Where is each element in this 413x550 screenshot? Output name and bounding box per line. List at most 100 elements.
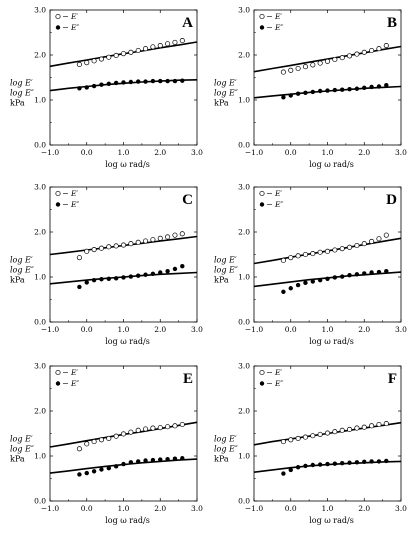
- y-tick-label: 2.0: [238, 51, 250, 60]
- data-point-edoubleprime: [384, 268, 389, 274]
- legend-filled-marker: [259, 202, 265, 207]
- data-point-eprime: [376, 46, 382, 52]
- panel-letter: D: [386, 192, 397, 208]
- data-point-edoubleprime: [354, 272, 360, 277]
- x-tick-label: 2.0: [154, 504, 166, 513]
- data-point-edoubleprime: [384, 458, 389, 464]
- data-point-eprime: [332, 429, 338, 435]
- data-point-edoubleprime: [362, 271, 367, 276]
- data-point-eprime: [143, 46, 149, 52]
- data-point-edoubleprime: [150, 78, 156, 84]
- data-point-edoubleprime: [180, 456, 185, 461]
- data-point-edoubleprime: [172, 266, 178, 272]
- x-axis-label: log ω rad/s: [309, 337, 354, 346]
- data-point-eprime: [302, 64, 309, 70]
- data-point-eprime: [376, 236, 382, 242]
- data-point-eprime: [106, 54, 112, 60]
- y-axis-label: log E′: [214, 79, 237, 88]
- x-tick-label: −1.0: [41, 325, 59, 334]
- legend-label: E″: [274, 379, 283, 388]
- y-axis-label: log E″: [10, 445, 34, 454]
- legend-open-marker: [55, 13, 61, 20]
- data-point-eprime: [280, 439, 286, 445]
- data-point-edoubleprime: [325, 461, 330, 467]
- data-point-eprime: [157, 235, 163, 241]
- data-point-eprime: [172, 423, 178, 429]
- data-point-edoubleprime: [303, 463, 308, 469]
- data-point-eprime: [288, 255, 294, 261]
- data-point-eprime: [317, 431, 323, 437]
- data-point-edoubleprime: [317, 88, 323, 94]
- data-point-eprime: [383, 232, 389, 238]
- data-point-eprime: [179, 231, 185, 237]
- y-axis-label: log E″: [214, 445, 238, 454]
- data-point-eprime: [98, 437, 105, 443]
- panel-letter: E: [183, 371, 193, 387]
- data-point-eprime: [172, 232, 178, 238]
- data-point-edoubleprime: [150, 271, 156, 277]
- data-point-edoubleprime: [310, 279, 315, 284]
- legend-filled-marker: [55, 202, 61, 207]
- x-tick-label: −1.0: [245, 504, 263, 513]
- data-point-eprime: [128, 49, 134, 55]
- data-point-edoubleprime: [347, 87, 352, 92]
- y-tick-label: 1.0: [34, 452, 46, 461]
- data-point-edoubleprime: [165, 268, 170, 274]
- y-axis-label: kPa: [214, 276, 229, 285]
- data-point-edoubleprime: [84, 470, 89, 476]
- data-point-edoubleprime: [136, 273, 141, 278]
- data-point-eprime: [120, 51, 127, 57]
- data-point-eprime: [295, 435, 301, 442]
- data-point-eprime: [150, 44, 156, 50]
- data-point-eprime: [310, 251, 316, 257]
- x-tick-label: −1.0: [245, 148, 263, 157]
- data-point-edoubleprime: [369, 270, 374, 275]
- y-tick-label: 1.0: [238, 96, 250, 105]
- x-tick-label: 1.0: [118, 148, 130, 157]
- data-point-eprime: [339, 55, 345, 61]
- y-tick-label: 0.0: [238, 318, 250, 327]
- data-point-eprime: [288, 67, 294, 73]
- data-point-eprime: [76, 446, 82, 452]
- data-point-edoubleprime: [325, 276, 330, 281]
- x-tick-label: −1.0: [245, 325, 263, 334]
- x-tick-label: 3.0: [191, 148, 203, 157]
- data-point-eprime: [324, 58, 331, 64]
- data-point-edoubleprime: [128, 79, 134, 85]
- legend-label: E′: [274, 368, 282, 377]
- data-point-edoubleprime: [310, 462, 315, 468]
- data-point-eprime: [317, 249, 323, 255]
- data-point-eprime: [346, 244, 353, 250]
- y-tick-label: 0.0: [34, 318, 46, 327]
- legend-label: E′: [274, 12, 282, 21]
- data-point-edoubleprime: [165, 78, 170, 84]
- data-point-edoubleprime: [106, 465, 112, 471]
- legend-filled-marker: [259, 25, 265, 30]
- data-point-eprime: [143, 238, 149, 244]
- y-tick-label: 1.0: [238, 273, 250, 282]
- y-axis-label: log E″: [10, 266, 34, 275]
- data-point-eprime: [165, 424, 171, 430]
- data-point-eprime: [361, 241, 367, 247]
- data-point-edoubleprime: [143, 272, 148, 277]
- panel-letter: B: [387, 15, 397, 31]
- data-point-eprime: [106, 435, 112, 442]
- data-point-eprime: [106, 244, 112, 250]
- data-point-edoubleprime: [288, 286, 293, 291]
- data-point-eprime: [339, 427, 345, 433]
- y-axis-label: log E″: [10, 89, 34, 98]
- data-point-edoubleprime: [84, 280, 89, 285]
- data-point-edoubleprime: [281, 289, 286, 295]
- y-tick-label: 3.0: [238, 362, 250, 371]
- data-point-edoubleprime: [172, 78, 178, 84]
- y-axis-label: kPa: [214, 99, 229, 108]
- data-point-eprime: [376, 421, 382, 428]
- y-axis-label: log E′: [214, 256, 237, 265]
- data-point-edoubleprime: [158, 457, 163, 462]
- data-point-eprime: [354, 425, 360, 431]
- data-point-edoubleprime: [128, 460, 134, 465]
- data-point-edoubleprime: [143, 79, 148, 84]
- y-axis-label: log E′: [214, 435, 237, 444]
- data-point-edoubleprime: [295, 91, 301, 96]
